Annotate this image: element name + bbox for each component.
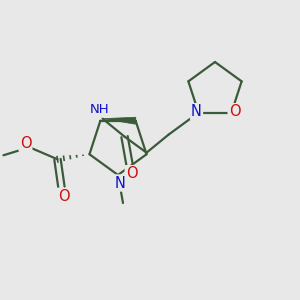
Text: N: N — [191, 104, 202, 119]
Text: NH: NH — [90, 103, 110, 116]
Text: O: O — [58, 189, 69, 204]
Text: O: O — [229, 104, 240, 119]
Text: O: O — [20, 136, 31, 151]
Polygon shape — [103, 117, 136, 124]
Text: N: N — [115, 176, 125, 190]
Text: O: O — [126, 166, 137, 181]
